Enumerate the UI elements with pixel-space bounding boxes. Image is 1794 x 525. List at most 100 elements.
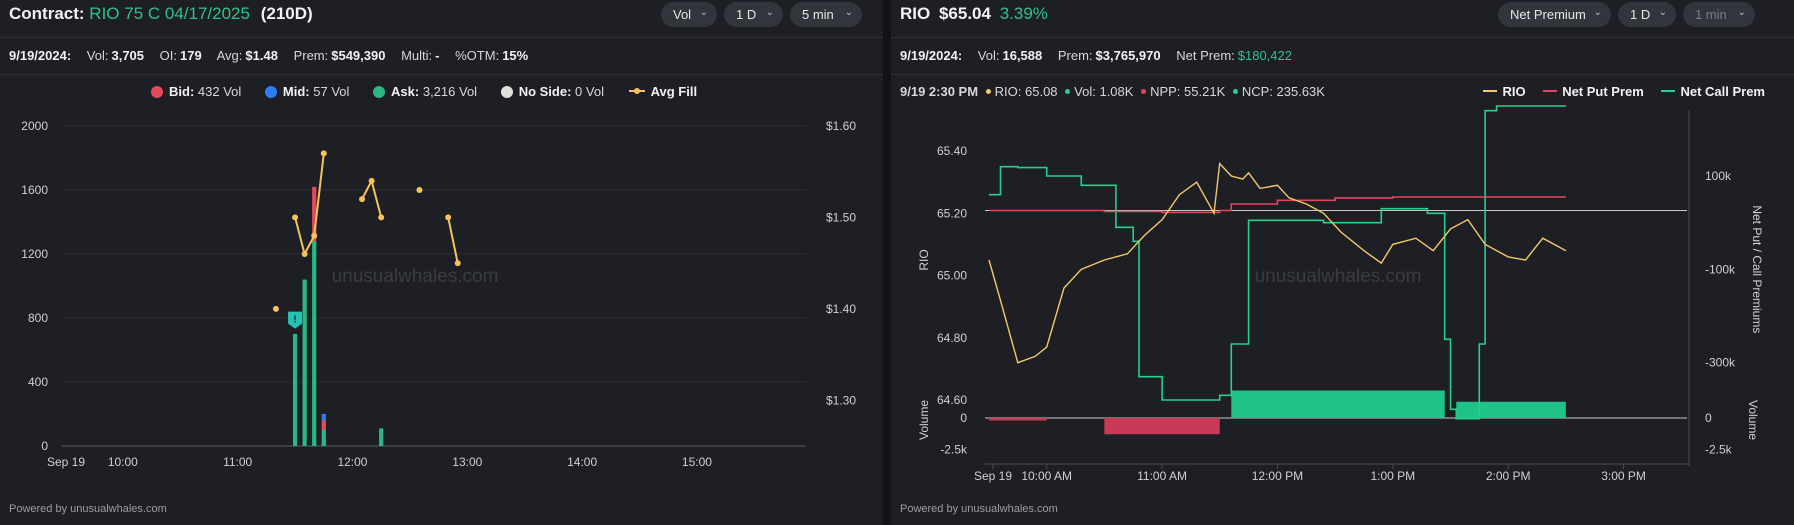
legend-net-call-prem[interactable]: Net Call Prem <box>1661 84 1765 99</box>
bar-bid <box>321 420 326 430</box>
avg-fill-point <box>445 214 452 221</box>
chevron-down-icon: ⌄ <box>765 7 774 18</box>
left-legend: Bid: 432 Vol Mid: 57 Vol Ask: 3,216 Vol … <box>151 84 717 99</box>
ticker[interactable]: RIO <box>900 4 931 23</box>
hover-npp: NPP: 55.21K <box>1150 84 1226 99</box>
volume-tick-label-right: -2.5k <box>1705 442 1733 456</box>
stat-net-premium: Net Prem: $180,422 <box>1176 48 1292 63</box>
y-tick-label: 400 <box>28 375 48 389</box>
stat-volume: Vol: 16,588 <box>977 48 1043 63</box>
x-tick-label: 13:00 <box>452 455 482 469</box>
legend-avg-fill[interactable]: Avg Fill <box>628 84 697 99</box>
premium-axis-label: Net Put / Call Premiums <box>1750 205 1764 333</box>
price-tick-label: 64.60 <box>937 393 967 407</box>
contract-name[interactable]: RIO 75 C 04/17/2025 <box>89 4 250 23</box>
npp-dot-icon <box>1141 89 1147 94</box>
price-tick-label: 65.20 <box>937 206 967 220</box>
bar-ask <box>321 430 326 446</box>
price-axis-label: RIO <box>917 249 931 270</box>
volume-negative-area <box>989 418 1047 421</box>
interval-dropdown[interactable]: 5 min ⌄ <box>790 2 862 27</box>
net-premium-dropdown[interactable]: Net Premium ⌄ <box>1498 2 1611 27</box>
volume-negative-area <box>1104 418 1220 435</box>
mid-dot-icon <box>264 86 277 98</box>
range-dropdown[interactable]: 1 D ⌄ <box>724 2 783 27</box>
legend-net-put-prem[interactable]: Net Put Prem <box>1543 84 1644 99</box>
x-tick-label: 14:00 <box>567 455 597 469</box>
right-range-dropdown[interactable]: 1 D ⌄ <box>1618 2 1676 27</box>
legend-bid[interactable]: Bid: 432 Vol <box>151 84 241 99</box>
range-dropdown-label: 1 D <box>736 7 757 22</box>
volume-axis-label-right: Volume <box>1746 400 1760 440</box>
call-line-icon <box>1661 90 1676 92</box>
legend-no-side[interactable]: No Side: 0 Vol <box>500 84 604 99</box>
x-tick-label: 10:00 <box>108 455 138 469</box>
stat-multi: Multi: - <box>401 48 440 63</box>
alert-marker-label: ! <box>293 315 296 326</box>
hover-ncp: NCP: 235.63K <box>1241 84 1325 99</box>
left-header: Contract: RIO 75 C 04/17/2025 (210D) Vol… <box>0 0 883 38</box>
contract-label: Contract: <box>9 4 85 23</box>
contract-title: Contract: RIO 75 C 04/17/2025 (210D) <box>9 4 313 24</box>
avg-fill-line <box>447 217 459 264</box>
bar-ask <box>292 334 298 446</box>
put-line-icon <box>1543 90 1558 92</box>
watermark: unusualwhales.com <box>332 266 499 287</box>
x-tick-label: 12:00 <box>337 455 367 469</box>
avg-fill-point <box>272 305 279 312</box>
right-footer[interactable]: Powered by unusualwhales.com <box>900 503 1058 515</box>
x-tick-label: 11:00 <box>223 455 252 469</box>
premium-tick-label: -100k <box>1705 262 1736 276</box>
price-tick-label: 65.40 <box>937 144 967 158</box>
left-footer[interactable]: Powered by unusualwhales.com <box>9 503 167 515</box>
price-tick-label: 65.00 <box>937 269 967 283</box>
right-header: RIO $65.04 3.39% Net Premium ⌄ 1 D ⌄ 1 min… <box>891 0 1794 38</box>
avg-fill-point <box>378 214 385 221</box>
rio-dot-icon <box>985 89 991 94</box>
option-contract-panel: Contract: RIO 75 C 04/17/2025 (210D) Vol… <box>0 0 883 525</box>
y-tick-label: 0 <box>41 439 48 453</box>
x-tick-label: 3:00 PM <box>1601 469 1646 483</box>
right-interval-dropdown[interactable]: 1 min ⌄ <box>1683 2 1755 27</box>
stat-date: 9/19/2024: <box>900 48 963 63</box>
hover-time: 9/19 2:30 PM <box>900 84 979 99</box>
ticker-change: 3.39% <box>999 4 1048 23</box>
x-tick-label: 11:00 AM <box>1137 469 1187 483</box>
avg-fill-point <box>292 214 299 221</box>
ticker-stats: 9/19/2024: Vol: 16,588 Prem: $3,765,970 Ne… <box>891 38 1794 75</box>
legend-ask[interactable]: Ask: 3,216 Vol <box>373 84 477 99</box>
volume-positive-area <box>1231 390 1445 418</box>
no-side-dot-icon <box>500 86 513 98</box>
metric-dropdown[interactable]: Vol ⌄ <box>661 2 717 27</box>
y2-tick-label: $1.40 <box>826 302 856 316</box>
watermark: unusualwhales.com <box>1255 266 1422 287</box>
bid-dot-icon <box>151 86 163 98</box>
bar-ask <box>379 428 384 446</box>
x-tick-label: 1:00 PM <box>1370 469 1415 483</box>
legend-mid[interactable]: Mid: 57 Vol <box>264 84 349 99</box>
avg-fill-line <box>294 153 325 257</box>
stat-premium: Prem: $549,390 <box>293 48 386 63</box>
y2-tick-label: $1.60 <box>826 119 856 133</box>
option-volume-chart[interactable]: unusualwhales.com ! 2000 1600 1200 800 400 0 $1… <box>0 100 883 500</box>
vol-dot-icon <box>1065 89 1071 94</box>
avg-fill-point <box>320 150 327 157</box>
contract-days: (210D) <box>260 4 313 23</box>
volume-tick-label-right: 0 <box>1705 411 1712 425</box>
net-premium-panel: RIO $65.04 3.39% Net Premium ⌄ 1 D ⌄ 1 min… <box>891 0 1794 525</box>
chevron-down-icon: ⌄ <box>844 7 853 18</box>
bar-mid <box>321 414 326 421</box>
stat-otm: %OTM: 15% <box>455 48 529 63</box>
legend-rio[interactable]: RIO <box>1483 84 1526 99</box>
bar-ask <box>312 241 317 446</box>
net-put-prem-line <box>989 196 1566 214</box>
chevron-down-icon: ⌄ <box>1658 7 1667 18</box>
stat-open-interest: OI: 179 <box>159 48 202 63</box>
bar-ask <box>302 279 307 446</box>
ncp-dot-icon <box>1232 89 1238 94</box>
y-tick-label: 1600 <box>21 183 48 197</box>
right-legend: RIO Net Put Prem Net Call Prem <box>1469 84 1765 99</box>
x-tick-label: 2:00 PM <box>1486 469 1531 483</box>
x-tick-label: 10:00 AM <box>1021 469 1072 483</box>
net-premium-chart[interactable]: unusualwhales.com 65.40 65.20 65.00 64.80 64… <box>891 100 1794 500</box>
